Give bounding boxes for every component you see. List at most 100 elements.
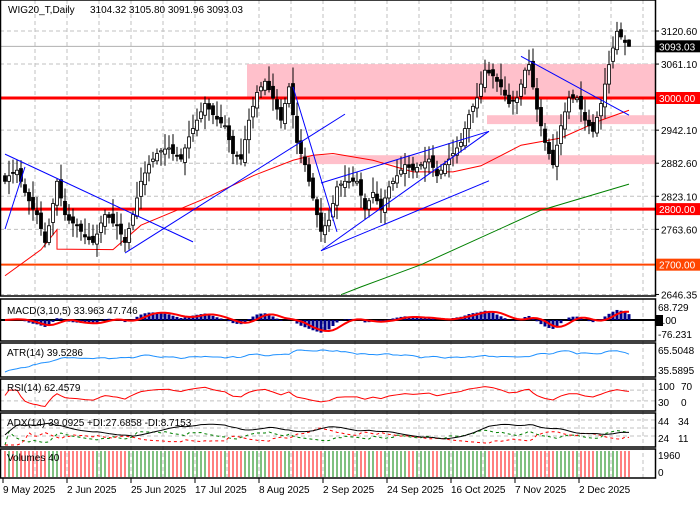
candle-bear <box>207 103 211 110</box>
candle-bull <box>355 180 359 184</box>
candle-bull <box>527 64 531 71</box>
rsi-tick-70: 70 <box>681 382 693 393</box>
candle-bull <box>259 86 263 92</box>
candle-bear <box>579 95 583 110</box>
candle-bear <box>591 122 595 132</box>
adx-line <box>4 422 630 440</box>
candle-bear <box>315 199 319 216</box>
candle-bear <box>211 105 215 116</box>
candle-bear <box>319 212 323 232</box>
candle-bull <box>599 103 603 117</box>
candle-bear <box>31 197 35 210</box>
candle-bull <box>391 180 395 184</box>
candle-bull <box>135 197 139 217</box>
price-tick-label: 3061.10 <box>661 60 698 71</box>
candle-bear <box>359 179 363 196</box>
rsi-line <box>4 386 630 408</box>
candle-bear <box>71 216 75 224</box>
candle-bear <box>583 112 587 121</box>
candle-bear <box>175 154 179 157</box>
candle-bear <box>79 223 83 232</box>
candles <box>3 21 631 257</box>
candle-bull <box>263 80 267 91</box>
candle-bull <box>195 119 199 131</box>
candle-bull <box>463 128 467 147</box>
level-label: 3000.00 <box>659 94 696 105</box>
candle-bull <box>335 186 339 206</box>
candle-bull <box>191 128 195 134</box>
candle-bull <box>187 136 191 149</box>
candle-bear <box>407 164 411 168</box>
candle-bear <box>435 168 439 177</box>
adx-tick-11: 11 <box>678 434 689 445</box>
candle-bear <box>107 214 111 218</box>
date-axis: 9 May 2025 2 Jun 2025 25 Jun 2025 17 Jul 20… <box>2 478 631 496</box>
panel-frame <box>0 298 657 342</box>
candle-bull <box>387 186 391 199</box>
moving-average-fast <box>4 109 630 277</box>
candle-bull <box>131 214 135 226</box>
atr-tick-top: 65.5048 <box>658 346 695 357</box>
panel-frame <box>0 448 657 479</box>
candle-bull <box>55 180 59 206</box>
candle-bull <box>567 97 571 113</box>
candle-bear <box>311 177 315 199</box>
date-tick-label: 2 Dec 2025 <box>579 485 631 496</box>
candle-bull <box>163 148 167 155</box>
candle-bear <box>623 39 627 43</box>
candle-bear <box>363 198 367 210</box>
candle-bull <box>95 233 99 245</box>
candle-bull <box>427 158 431 163</box>
candle-bull <box>223 125 227 128</box>
candle-bull <box>403 164 407 174</box>
candle-bear <box>39 212 43 229</box>
date-tick-label: 8 Aug 2025 <box>259 485 310 496</box>
candle-bear <box>27 192 31 202</box>
level-label-box <box>656 92 700 104</box>
candle-bear <box>379 198 383 210</box>
candle-bull <box>575 97 579 101</box>
candle-bear <box>547 142 551 154</box>
candle-bear <box>375 193 379 202</box>
adx-tick-34: 34 <box>678 417 690 428</box>
atr-tick-bottom: 35.5895 <box>658 366 695 377</box>
candle-bear <box>59 179 63 199</box>
candle-bear <box>23 184 27 193</box>
candle-bear <box>67 214 71 221</box>
candle-bear <box>307 164 311 182</box>
macd-tick-bottom: -76.231 <box>658 330 692 341</box>
candle-bull <box>347 180 351 183</box>
panel-frame <box>0 342 657 378</box>
chart-header-symbol: WIG20_T,Daily <box>8 5 75 16</box>
rsi-label: RSI(14) 62.4579 <box>7 383 81 394</box>
candle-bear <box>43 231 47 243</box>
trendline <box>320 130 490 184</box>
price-axis: 3120.60 3061.10 2942.10 2882.60 2823.10 2763.… <box>655 27 700 301</box>
candle-bear <box>91 235 95 243</box>
candle-bull <box>15 169 19 176</box>
macd-tick-top: 68.729 <box>658 303 689 314</box>
candle-bull <box>523 69 527 88</box>
trendline <box>520 55 630 116</box>
candle-bull <box>339 183 343 186</box>
candle-bear <box>227 125 231 141</box>
candle-bull <box>451 153 455 157</box>
candle-bull <box>183 147 187 163</box>
candle-bear <box>271 85 275 99</box>
trendlines[interactable] <box>4 55 630 254</box>
date-tick-label: 24 Sep 2025 <box>387 485 444 496</box>
candle-bull <box>327 219 331 227</box>
candle-bull <box>283 103 287 124</box>
candle-bull <box>159 150 163 153</box>
candle-bear <box>531 60 535 88</box>
candle-bear <box>219 117 223 124</box>
candle-bull <box>167 147 171 150</box>
adx-tick-24: 24 <box>658 434 670 445</box>
candle-bull <box>371 192 375 198</box>
candle-bear <box>3 175 7 182</box>
candle-bull <box>423 161 427 169</box>
trendline <box>4 153 194 243</box>
candle-bull <box>483 69 487 88</box>
candle-bull <box>447 158 451 166</box>
